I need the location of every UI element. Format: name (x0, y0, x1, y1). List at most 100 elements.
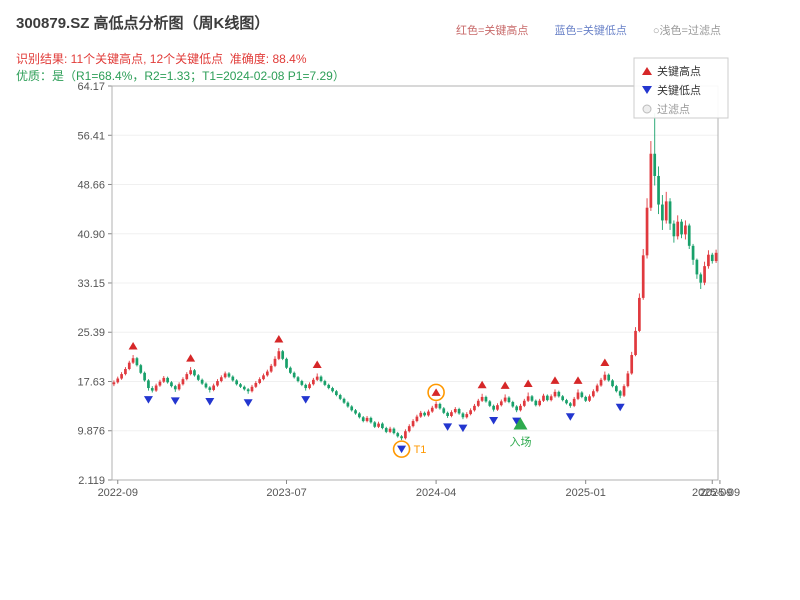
candle-body (254, 382, 258, 387)
key-low-triangle (301, 396, 311, 404)
plot-border (111, 85, 719, 481)
candle-body (154, 385, 158, 391)
candle-body (411, 421, 415, 427)
candle-body (212, 385, 215, 390)
quality-result-text: 优质：是（R1=68.4%，R2=1.33；T1=2024-02-08 P1=7… (16, 69, 345, 83)
candle-body (135, 358, 139, 366)
legend-filtered-icon (642, 104, 652, 114)
candle-body (193, 370, 196, 376)
key-low-triangle (170, 397, 180, 405)
candle-body (189, 370, 192, 375)
candle-body (649, 153, 653, 208)
x-tick-label: 2023-07 (266, 487, 306, 499)
candle-body (691, 245, 695, 260)
key-high-triangle (573, 376, 583, 384)
candle-body (534, 400, 538, 406)
candle-body (484, 396, 488, 402)
candle-body (277, 351, 281, 359)
legend-item-label: 过滤点 (657, 103, 690, 116)
candle-body (703, 266, 706, 283)
candle-body (246, 389, 250, 392)
candle-body (300, 381, 304, 385)
candle-body (219, 377, 223, 382)
candle-body (147, 380, 150, 389)
candle-body (288, 367, 292, 373)
candle-body (181, 379, 185, 385)
candle-body (473, 405, 476, 411)
candle-body (315, 376, 319, 380)
y-tick-label: 56.41 (77, 130, 105, 142)
candle-body (388, 428, 392, 432)
candle-body (595, 385, 599, 392)
candle-body (542, 395, 545, 401)
candle-body (522, 400, 526, 406)
x-axis: 2022-09 2023-07 2024-04 2025-01 2025-092025-… (98, 480, 740, 499)
candle-body (373, 422, 377, 427)
candle-body (185, 374, 189, 380)
entry-triangle (513, 417, 528, 430)
candle-body (511, 402, 515, 407)
candle-body (273, 358, 277, 366)
candle-body (312, 379, 315, 385)
candle-body (346, 402, 350, 407)
x-tick-label: 2025-01 (565, 487, 605, 499)
candle-body (530, 396, 534, 401)
key-low-triangle (443, 423, 453, 431)
highlight-label: T1 (414, 444, 427, 456)
candle-body (526, 396, 530, 401)
candle-body (430, 407, 434, 412)
x-tick-label: 2024-04 (416, 487, 456, 499)
y-tick-label: 9.876 (77, 426, 105, 438)
candle-body (480, 396, 484, 401)
candle-body (638, 297, 641, 331)
candle-body (131, 358, 135, 363)
kline-chart-svg: 64.17 56.41 48.66 40.90 33.15 25.39 17.63 9.876… (77, 57, 740, 499)
candle-body (634, 330, 637, 356)
candle-body (407, 426, 411, 432)
candle-body (607, 374, 611, 381)
grid-lines (112, 85, 718, 481)
candle-body (442, 408, 446, 413)
candle-body (292, 372, 296, 378)
candle-body (641, 255, 645, 298)
key-high-triangle (128, 342, 138, 350)
candle-body (538, 400, 542, 406)
legend-note-key-high: 红色=关键高点 (456, 25, 529, 37)
candle-body (653, 153, 657, 176)
candle-body (365, 417, 369, 422)
candle-body (465, 414, 469, 418)
candle-body (488, 401, 492, 406)
candle-body (615, 386, 618, 392)
candle-body (250, 386, 254, 392)
candle-body (626, 373, 630, 387)
key-low-triangle (489, 417, 499, 425)
candle-body (687, 225, 691, 246)
y-tick-label: 48.66 (77, 179, 105, 191)
key-low-triangle (615, 403, 625, 412)
key-low-markers (143, 396, 625, 454)
candle-body (242, 386, 246, 390)
entry-label: 入场 (509, 435, 531, 449)
page-title: 300879.SZ 高低点分析图（周K线图） (16, 15, 270, 32)
candle-body (384, 428, 388, 432)
candle-body (707, 254, 710, 267)
key-high-triangle (312, 360, 322, 368)
legend-key-high-icon (642, 67, 652, 75)
candle-body (591, 391, 595, 397)
candle-body (170, 382, 173, 387)
candle-body (265, 371, 269, 376)
y-tick-label: 2.119 (78, 475, 105, 487)
candle-body (200, 379, 204, 384)
candle-body (630, 355, 634, 374)
key-high-triangle (600, 358, 610, 367)
candle-body (499, 401, 503, 406)
candle-body (699, 274, 703, 283)
candle-body (262, 375, 265, 380)
candle-body (680, 221, 683, 235)
candle-body (423, 412, 426, 416)
key-high-triangle (186, 354, 196, 362)
candle-body (415, 416, 419, 422)
candle-body (358, 413, 361, 418)
